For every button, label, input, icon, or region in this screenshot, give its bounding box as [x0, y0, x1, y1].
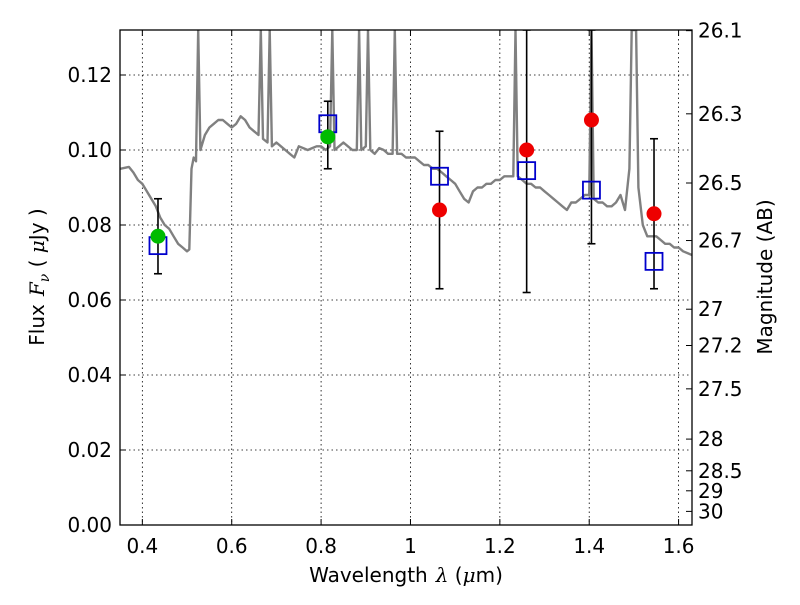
- x-tick-label: 1.2: [484, 534, 516, 558]
- x-tick-label: 0.4: [126, 534, 158, 558]
- y2-tick-label: 26.5: [698, 171, 743, 195]
- y2-tick-label: 29: [698, 479, 723, 503]
- y-tick-label: 0.10: [67, 138, 112, 162]
- ticks: [120, 30, 692, 526]
- y-axis-label: FluxFν ( μJy ): [25, 208, 53, 345]
- plot-frame: [119, 29, 693, 526]
- x-tick-label: 1.6: [663, 534, 695, 558]
- y2-tick-label: 27.2: [698, 334, 743, 358]
- y2-tick-label: 30: [698, 499, 723, 523]
- y2-tick-label: 26.7: [698, 229, 743, 253]
- x-tick-label: 0.6: [216, 534, 248, 558]
- tick-labels: 0.4 0.6 0.8 1 1.2 1.4 1.6 0.00 0.02 0.04 0.06 0.08 0…: [67, 19, 742, 558]
- x-tick-label: 1.4: [573, 534, 605, 558]
- observed-flux-point: [320, 129, 336, 145]
- x-tick-label: 1: [404, 534, 417, 558]
- grid: [120, 30, 692, 526]
- observed-flux-point: [583, 112, 599, 128]
- y2-tick-label: 28.5: [698, 459, 743, 483]
- y2-tick-label: 27: [698, 297, 723, 321]
- observed-flux-point: [432, 202, 448, 218]
- template-spectrum-line: [120, 30, 692, 257]
- y-tick-label: 0.00: [67, 513, 112, 537]
- x-axis-label: Wavelength λ (μm): [309, 563, 503, 587]
- observed-flux-point: [519, 142, 535, 158]
- y-tick-label: 0.12: [67, 63, 112, 87]
- y2-tick-label: 26.3: [698, 102, 743, 126]
- y2-axis-label: Magnitude (AB): [753, 199, 777, 354]
- observed-flux-point: [646, 206, 662, 222]
- model-flux-square: [517, 161, 537, 181]
- model-flux-square: [430, 166, 449, 186]
- y2-tick-label: 26.1: [698, 19, 743, 43]
- observed-flux-point: [150, 228, 166, 244]
- x-tick-label: 0.8: [305, 534, 337, 558]
- y-tick-label: 0.04: [67, 363, 112, 387]
- y2-tick-label: 28: [698, 427, 723, 451]
- y-tick-label: 0.02: [67, 438, 112, 462]
- plot-area: [120, 30, 692, 294]
- model-flux-square: [582, 180, 601, 200]
- y2-tick-label: 27.5: [698, 377, 743, 401]
- model-flux-square: [644, 251, 664, 271]
- y-tick-label: 0.08: [67, 213, 112, 237]
- y-tick-label: 0.06: [67, 288, 112, 312]
